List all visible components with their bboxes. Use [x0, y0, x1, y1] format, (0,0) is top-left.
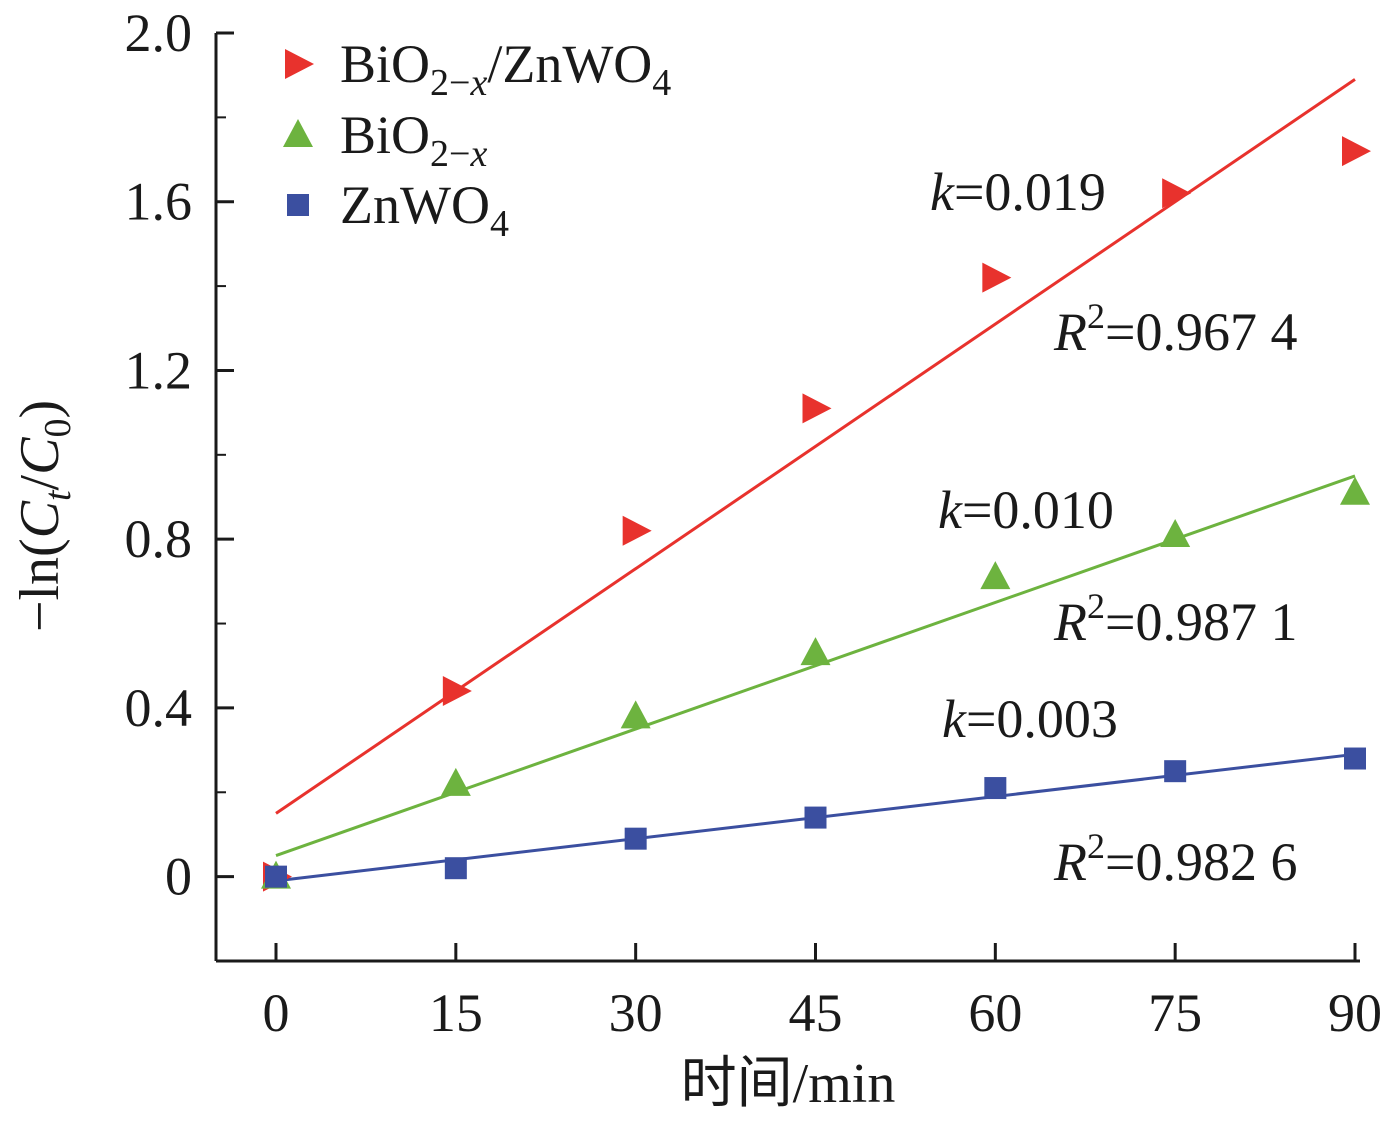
data-point [1340, 476, 1370, 505]
y-title-suffix: ) [9, 400, 71, 419]
r2-value: =0.987 1 [1105, 592, 1297, 652]
data-point [622, 515, 652, 546]
x-tick-label: 30 [609, 983, 663, 1043]
y-title-c1: C [9, 500, 71, 538]
y-tick-label: 2.0 [125, 3, 193, 63]
data-point [1164, 760, 1187, 783]
k-var: k [938, 480, 963, 540]
legend-base: BiO [340, 34, 430, 94]
k-var: k [942, 689, 967, 749]
data-point [1344, 747, 1366, 770]
y-title-sub2: 0 [37, 419, 79, 438]
legend-label: ZnWO4 [340, 175, 509, 245]
legend-sub: 4 [490, 203, 509, 245]
axes: 00.40.81.21.62.00 15 30 45 60 75 90时间/min−ln(C… [9, 3, 1382, 1115]
r2-value: =0.982 6 [1105, 832, 1297, 892]
y-title-slash: / [9, 474, 71, 490]
data-point [802, 393, 832, 424]
r2-value: =0.967 4 [1105, 302, 1297, 362]
legend-marker [283, 119, 313, 147]
legend-sub: 2− [430, 133, 470, 175]
data-point [1342, 136, 1371, 167]
legend-base: ZnWO [340, 175, 490, 235]
y-title-c2: C [9, 437, 71, 475]
x-tick-label: 75 [1148, 983, 1202, 1043]
y-tick-label: 0.4 [125, 678, 193, 738]
x-tick-label: 90 [1328, 983, 1382, 1043]
k-var: k [930, 162, 955, 222]
data-point [624, 827, 647, 850]
legend-label: BiO2−x/ZnWO4 [340, 34, 671, 104]
k-value: =0.003 [966, 689, 1118, 749]
x-tick-label: 15 [429, 983, 483, 1043]
data-point [984, 777, 1007, 800]
y-title-sub1: t [37, 489, 79, 501]
data-point [982, 262, 1012, 293]
x-tick-label: 45 [789, 983, 843, 1043]
k-annotation: k=0.019 [930, 162, 1106, 222]
k-value: =0.010 [962, 480, 1114, 540]
legend-base: BiO [340, 105, 430, 165]
y-tick-label: 1.6 [125, 172, 193, 232]
r2-var: R [1053, 302, 1087, 362]
data-point [800, 637, 831, 666]
r2-var: R [1053, 832, 1087, 892]
data-point [620, 700, 651, 729]
legend-marker [285, 49, 314, 79]
y-axis-title: −ln(Ct/C0) [9, 400, 79, 632]
r2-annotation: R2=0.982 6 [1053, 826, 1297, 892]
r2-var: R [1053, 592, 1087, 652]
r2-sup: 2 [1087, 826, 1105, 866]
data-point [265, 865, 287, 888]
data-point [980, 561, 1011, 590]
r2-annotation: R2=0.967 4 [1053, 296, 1297, 362]
r2-sup: 2 [1087, 296, 1105, 336]
x-tick-label: 0 [263, 983, 290, 1043]
data-point [1160, 518, 1191, 547]
data-markers [261, 136, 1371, 892]
x-tick-label: 60 [968, 983, 1022, 1043]
r2-sup: 2 [1087, 586, 1105, 626]
legend-label: BiO2−x [340, 105, 487, 175]
legend-rest: /ZnWO [487, 34, 652, 94]
data-point [442, 676, 472, 707]
y-title-prefix: −ln( [9, 538, 71, 632]
legend-sub: 2− [430, 62, 470, 104]
k-value: =0.019 [954, 162, 1106, 222]
x-axis-title: 时间/min [681, 1053, 896, 1115]
k-annotation: k=0.010 [938, 480, 1114, 540]
data-point [444, 857, 467, 880]
k-annotation: k=0.003 [942, 689, 1118, 749]
legend-sub-x: x [469, 62, 487, 104]
y-tick-label: 0 [165, 847, 192, 907]
legend-sub2: 4 [652, 62, 671, 104]
r2-annotation: R2=0.987 1 [1053, 586, 1297, 652]
data-point [1162, 178, 1192, 209]
data-point [804, 806, 827, 829]
legend-sub-x: x [469, 133, 487, 175]
data-point [440, 767, 471, 796]
fit-line [275, 474, 1356, 857]
y-tick-label: 0.8 [125, 509, 193, 569]
legend-marker [287, 194, 309, 216]
y-tick-label: 1.2 [125, 340, 193, 400]
